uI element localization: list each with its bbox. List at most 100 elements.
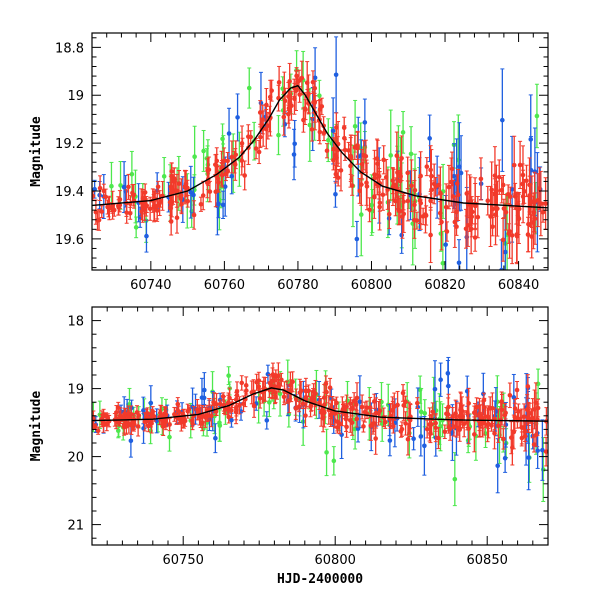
data-point [124,210,129,215]
data-point [324,148,330,154]
data-point [220,202,226,208]
data-point [176,181,182,186]
data-point [95,428,101,434]
data-point [530,415,535,421]
data-point [237,403,242,408]
data-point [417,198,423,203]
data-point [443,204,449,210]
data-point [216,180,221,185]
data-point [327,385,333,390]
data-point [122,411,127,417]
data-point [277,391,283,397]
data-point [405,170,410,176]
data-point [373,436,378,441]
data-point [226,414,232,420]
data-point [427,422,432,427]
data-point [190,421,195,426]
data-point [543,201,548,206]
data-point [527,193,532,198]
data-point [534,113,540,119]
data-point [512,406,518,411]
data-point [531,442,537,447]
data-point [538,201,544,206]
y-tick-label: 20 [67,451,84,466]
data-point [158,410,163,416]
data-point [436,182,442,188]
data-point [422,443,427,449]
data-point [191,192,196,198]
data-point [168,202,174,208]
data-point [293,88,299,93]
data-point [454,181,460,186]
data-point [142,419,148,425]
top-panel: 60740 60760 60780 60800 60820 60840 18.8 19 19.2… [29,32,549,293]
data-point [403,421,408,426]
data-point [258,134,263,140]
data-point [372,172,377,177]
data-point [241,401,246,407]
y-tick-label: 18.8 [55,41,84,56]
data-point [128,411,134,417]
data-point [408,151,414,157]
data-point [354,236,360,242]
data-point [387,438,393,443]
data-point [393,198,398,204]
data-point [350,405,355,411]
data-point [115,405,121,411]
data-point [181,416,187,421]
data-point [221,158,227,164]
data-point [303,107,308,112]
data-point [251,403,257,409]
series-red [92,60,548,265]
data-point [248,134,254,140]
data-point [287,79,292,84]
data-point [338,168,344,173]
data-point [391,423,396,429]
data-point [333,191,338,197]
data-point [535,197,541,203]
data-point [353,402,359,407]
data-point [458,407,464,413]
data-point [381,157,386,163]
data-point [316,400,322,406]
data-point [246,85,252,91]
data-point [500,237,506,243]
data-point [490,405,495,411]
data-point [201,148,206,154]
data-point [158,198,163,204]
data-point [296,404,302,409]
data-point [376,173,382,179]
data-point [514,387,520,393]
axis-frame [91,32,549,271]
data-point [490,206,496,212]
data-point [510,445,515,450]
data-point [301,117,306,123]
data-point [103,194,109,200]
data-point [117,202,123,208]
data-point [129,171,135,177]
model-curve [92,84,548,209]
data-point [427,136,432,141]
data-point [380,192,386,198]
data-point [428,232,433,238]
data-point [451,424,457,430]
data-point [438,377,443,383]
data-point [478,176,484,182]
data-point [532,407,537,412]
data-point [242,173,247,178]
data-point [276,132,281,138]
data-point [496,423,501,429]
data-point [154,418,159,424]
data-point [321,130,327,136]
data-point [433,420,438,426]
data-point [96,217,102,223]
data-point [500,117,505,123]
data-point [182,184,188,189]
plot-area [92,356,548,507]
data-point [424,426,430,432]
data-point [324,389,329,395]
data-point [264,418,270,423]
data-point [219,172,225,178]
data-point [92,193,96,199]
data-point [532,216,538,221]
